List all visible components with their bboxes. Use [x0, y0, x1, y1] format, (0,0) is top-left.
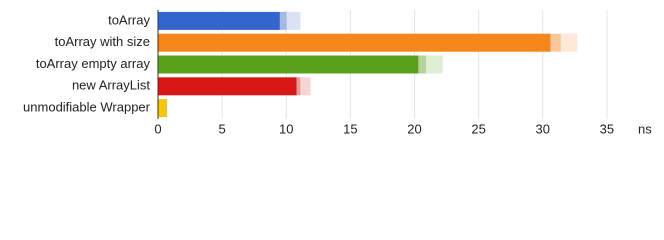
- error-high: [166, 99, 168, 118]
- y-tick-label: new ArrayList: [72, 78, 150, 93]
- y-tick-label: toArray empty array: [36, 56, 151, 71]
- x-tick-label: 0: [154, 121, 161, 136]
- error-high: [560, 33, 578, 52]
- x-tick-label: 5: [219, 121, 226, 136]
- y-tick-label: unmodifiable Wrapper: [23, 100, 151, 115]
- y-tick-label: toArray with size: [55, 34, 150, 49]
- error-mid: [418, 55, 427, 74]
- error-mid: [279, 11, 287, 30]
- x-tick-label: 20: [407, 121, 421, 136]
- error-high: [300, 77, 311, 96]
- x-tick-label: 35: [600, 121, 614, 136]
- y-tick-label: toArray: [108, 12, 150, 27]
- error-high: [286, 11, 301, 30]
- x-tick-label: 30: [536, 121, 550, 136]
- page: {"chart_data": {"type": "bar", "orientat…: [23, 10, 653, 137]
- error-mid: [296, 77, 301, 96]
- x-tick-label: 25: [471, 121, 485, 136]
- x-tick-label: 15: [343, 121, 357, 136]
- chart: ns 0 5 10 15 20 25 30 35 toArray toArray with siz…: [23, 10, 652, 136]
- x-tick-label: 10: [279, 121, 293, 136]
- bar: [158, 55, 419, 74]
- error-high: [426, 55, 443, 74]
- bar: [158, 77, 297, 96]
- bar: [158, 11, 280, 30]
- error-mid: [550, 33, 561, 52]
- x-axis-label: ns: [638, 121, 652, 136]
- bar: [158, 99, 167, 118]
- bar: [158, 33, 551, 52]
